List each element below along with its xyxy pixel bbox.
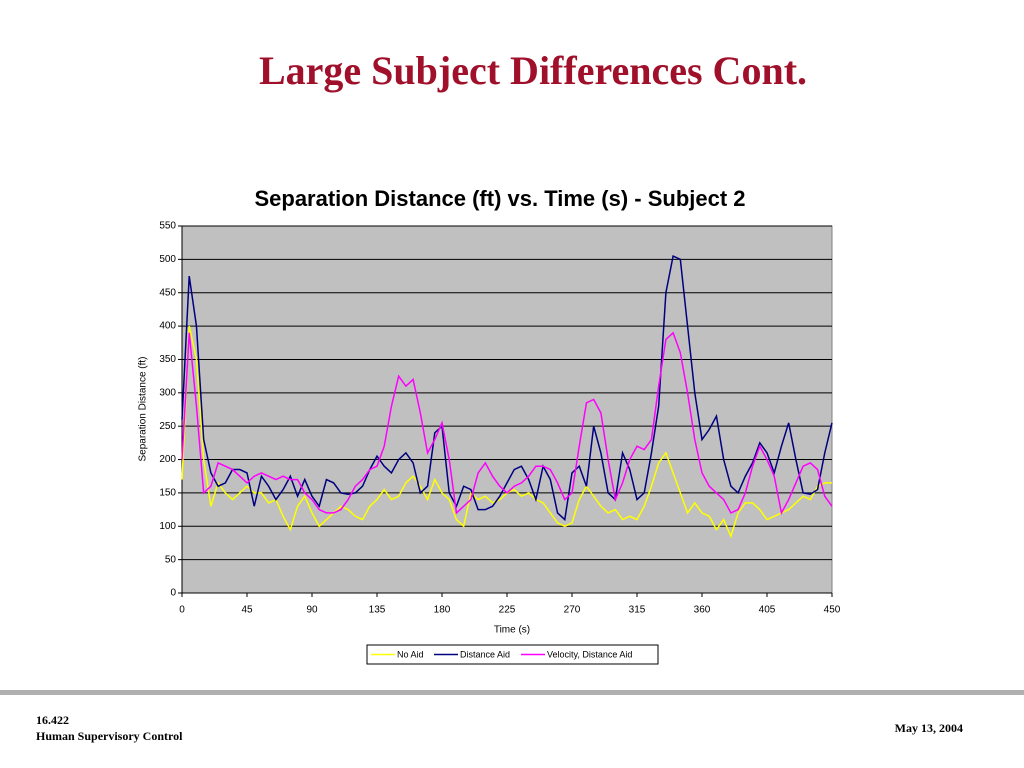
plot-area xyxy=(181,225,833,594)
footer-course: 16.422 xyxy=(36,713,69,727)
x-axis-label: Time (s) xyxy=(494,625,530,636)
series-line xyxy=(181,331,833,516)
y-tick-label: 0 xyxy=(170,588,176,599)
legend-label: No Aid xyxy=(397,649,424,659)
x-tick-label: 450 xyxy=(824,605,841,616)
y-tick-label: 200 xyxy=(159,454,176,465)
y-tick-label: 300 xyxy=(159,387,176,398)
series-line xyxy=(181,254,833,522)
x-tick-label: 315 xyxy=(629,605,646,616)
x-tick-label: 90 xyxy=(306,605,318,616)
footer-rule xyxy=(0,690,1024,695)
legend-label: Distance Aid xyxy=(460,649,510,659)
y-tick-label: 350 xyxy=(159,354,176,365)
x-tick-label: 45 xyxy=(241,605,253,616)
y-tick-label: 450 xyxy=(159,287,176,298)
y-tick-label: 550 xyxy=(159,221,176,232)
y-tick-label: 250 xyxy=(159,421,176,432)
y-tick-label: 100 xyxy=(159,521,176,532)
x-tick-label: 270 xyxy=(564,605,581,616)
x-tick-label: 180 xyxy=(434,605,451,616)
y-tick-label: 150 xyxy=(159,488,176,499)
y-tick-label: 400 xyxy=(159,321,176,332)
legend-label: Velocity, Distance Aid xyxy=(547,649,632,659)
footer-course-name: Human Supervisory Control xyxy=(36,729,183,743)
chart-title: Separation Distance (ft) vs. Time (s) - … xyxy=(254,186,745,211)
x-tick-label: 0 xyxy=(179,605,185,616)
slide-title: Large Subject Differences Cont. xyxy=(259,48,807,93)
x-tick-label: 225 xyxy=(499,605,516,616)
x-tick-label: 360 xyxy=(694,605,711,616)
y-tick-label: 50 xyxy=(165,554,177,565)
x-tick-label: 135 xyxy=(369,605,386,616)
y-tick-label: 500 xyxy=(159,254,176,265)
y-axis-label: Separation Distance (ft) xyxy=(138,356,149,461)
footer-date: May 13, 2004 xyxy=(895,721,963,735)
legend-box xyxy=(366,644,659,665)
x-tick-label: 405 xyxy=(759,605,776,616)
